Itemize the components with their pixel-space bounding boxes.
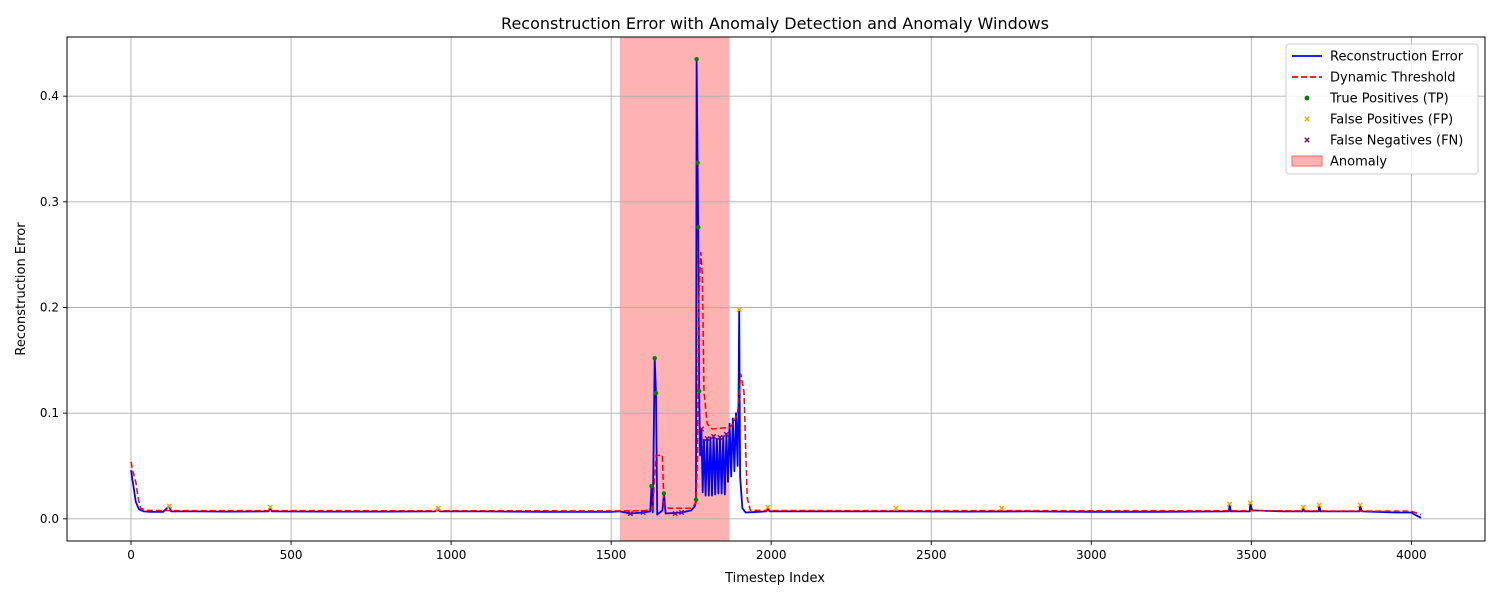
fp-marker: [765, 504, 771, 510]
fn-marker: [672, 510, 678, 517]
legend-label: False Positives (FP): [1330, 113, 1453, 128]
tp-marker: [661, 491, 667, 496]
fn-marker: [723, 431, 730, 437]
y-tick-label: 0.1: [40, 406, 59, 420]
legend-label: Reconstruction Error: [1330, 50, 1464, 65]
plot-frame: [66, 36, 1486, 542]
fp-marker: [1300, 504, 1306, 510]
x-tick-label: 2000: [756, 548, 787, 562]
x-tick-label: 500: [280, 548, 303, 562]
tp-marker: [696, 388, 702, 394]
legend-swatch: [1304, 95, 1310, 101]
tp-marker: [694, 56, 699, 62]
legend-label: True Positives (TP): [1329, 92, 1449, 107]
fp-marker: [166, 503, 173, 509]
error-line: [130, 58, 1422, 519]
x-tick-label: 0: [127, 548, 135, 562]
fp-marker: [1357, 502, 1363, 508]
tp-marker: [652, 356, 657, 361]
threshold-line: [130, 251, 1422, 516]
legend-swatch: [1304, 116, 1310, 122]
fp-marker: [893, 505, 899, 511]
x-tick-label: 4000: [1396, 548, 1427, 562]
x-tick-label: 3000: [1076, 548, 1107, 562]
legend-box: [1285, 43, 1479, 175]
x-axis-label: Timestep Index: [724, 571, 825, 586]
legend-label: Dynamic Threshold: [1330, 71, 1456, 86]
y-tick-label: 0.0: [40, 512, 59, 526]
x-tick-label: 3500: [1236, 548, 1267, 562]
plot-area: 0 500 1000 1500 2000 2500 3000 3500 4000 0.0 0.1 0.…: [40, 36, 1486, 562]
tp-marker: [695, 160, 700, 165]
x-tick-label: 1500: [596, 548, 627, 562]
fp-marker: [1247, 500, 1254, 506]
fn-marker: [678, 509, 685, 516]
legend-label: False Negatives (FN): [1330, 134, 1463, 149]
legend: Reconstruction Error Dynamic Threshold Tru…: [1285, 43, 1479, 175]
y-tick-label: 0.4: [40, 89, 59, 103]
fp-marker: [267, 504, 273, 510]
y-tick-label: 0.2: [40, 300, 59, 314]
fn-marker: [710, 433, 717, 440]
y-tick-label: 0.3: [40, 195, 59, 209]
tp-marker: [693, 497, 699, 502]
tp-marker: [653, 390, 659, 396]
chart-title: Reconstruction Error with Anomaly Detect…: [501, 14, 1049, 33]
legend-swatch: [1304, 137, 1310, 143]
legend-label: Anomaly: [1330, 155, 1387, 170]
legend-swatch: [1291, 155, 1323, 167]
fp-marker: [736, 306, 742, 313]
x-tick-label: 2500: [916, 548, 947, 562]
y-axis-label: Reconstruction Error: [14, 222, 29, 356]
fn-marker: [640, 509, 646, 516]
fn-marker: [627, 510, 634, 517]
tp-marker: [696, 224, 701, 230]
x-tick-label: 1000: [436, 548, 467, 562]
tp-marker: [649, 483, 654, 489]
fn-marker: [717, 434, 723, 441]
fp-marker: [435, 505, 441, 511]
fn-marker: [704, 435, 710, 442]
fp-marker: [1316, 502, 1322, 508]
fp-marker: [998, 505, 1005, 511]
fn-marker: [698, 426, 705, 432]
fp-marker: [1226, 501, 1233, 507]
